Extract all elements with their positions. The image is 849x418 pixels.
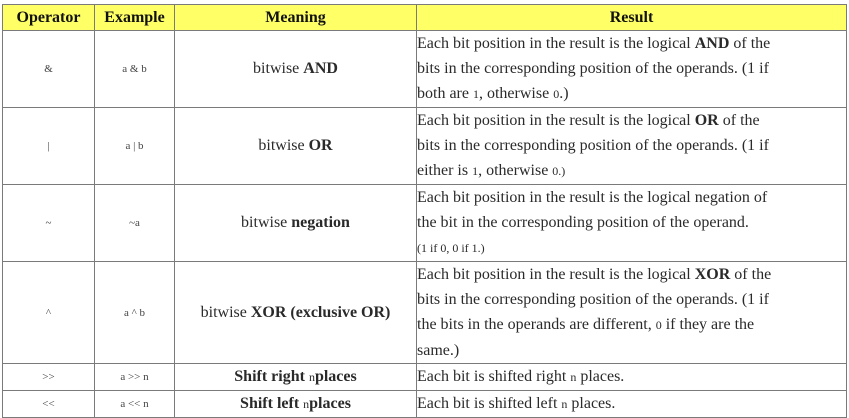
operator-cell: ~ <box>2 184 95 262</box>
example-cell: a ^ b <box>94 261 175 364</box>
result-line: both are 1, otherwise 0.) <box>417 85 569 102</box>
result-line: Each bit position in the result is the l… <box>417 266 772 283</box>
example-cell: a << n <box>94 390 175 418</box>
meaning-keyword: AND <box>303 60 338 77</box>
result-line: Each bit position in the result is the l… <box>417 35 771 52</box>
result-line: same.) <box>417 342 460 359</box>
meaning-keyword: negation <box>291 214 350 231</box>
meaning-keyword: OR <box>308 137 333 154</box>
example-cell: a >> n <box>94 363 175 391</box>
operator-cell: ^ <box>2 261 95 364</box>
result-cell: Each bit position in the result is the l… <box>416 30 847 108</box>
meaning-cell: Shift right nplaces <box>174 363 417 391</box>
result-line: Each bit is shifted right n places. <box>417 368 625 385</box>
result-line: bits in the corresponding position of th… <box>417 60 769 77</box>
result-cell: Each bit position in the result is the l… <box>416 184 847 262</box>
meaning-prefix: bitwise <box>258 137 309 154</box>
result-line: (1 if 0, 0 if 1.) <box>417 241 485 255</box>
result-line: Each bit position in the result is the l… <box>417 189 768 206</box>
header-result: Result <box>416 4 847 31</box>
meaning-cell: bitwise negation <box>174 184 417 262</box>
bitwise-operators-table: Operator Example Meaning Result & a & b … <box>2 4 847 418</box>
operator-cell: & <box>2 30 95 108</box>
meaning-prefix: bitwise <box>200 303 251 321</box>
meaning-keyword: XOR (exclusive OR) <box>250 303 391 321</box>
result-line: Each bit position in the result is the l… <box>417 112 760 129</box>
example-cell: ~a <box>94 184 175 262</box>
result-cell: Each bit is shifted right n places. <box>416 363 847 391</box>
meaning-prefix: bitwise <box>253 60 304 77</box>
header-example: Example <box>94 4 175 31</box>
operator-cell: >> <box>2 363 95 391</box>
result-line: either is 1, otherwise 0.) <box>417 162 566 179</box>
result-cell: Each bit position in the result is the l… <box>416 107 847 185</box>
table-row: & a & b bitwise AND Each bit position in… <box>2 30 847 108</box>
operator-cell: | <box>2 107 95 185</box>
result-line: bits in the corresponding position of th… <box>417 137 769 154</box>
example-cell: a | b <box>94 107 175 185</box>
operator-cell: << <box>2 390 95 418</box>
result-line: the bit in the corresponding position of… <box>417 214 749 231</box>
table-row: ^ a ^ b bitwise XOR (exclusive OR) Each … <box>2 261 847 364</box>
meaning-cell: bitwise AND <box>174 30 417 108</box>
table-row: << a << n Shift left nplaces Each bit is… <box>2 390 847 418</box>
result-cell: Each bit position in the result is the l… <box>416 261 847 364</box>
table-row: >> a >> n Shift right nplaces Each bit i… <box>2 363 847 391</box>
result-line: the bits in the operands are different, … <box>417 316 755 333</box>
meaning-prefix: bitwise <box>241 214 292 231</box>
result-line: Each bit is shifted left n places. <box>417 395 616 412</box>
meaning-cell: Shift left nplaces <box>174 390 417 418</box>
meaning-cell: bitwise OR <box>174 107 417 185</box>
example-cell: a & b <box>94 30 175 108</box>
header-row: Operator Example Meaning Result <box>2 4 847 31</box>
result-cell: Each bit is shifted left n places. <box>416 390 847 418</box>
header-meaning: Meaning <box>174 4 417 31</box>
result-line: bits in the corresponding position of th… <box>417 291 769 308</box>
meaning-cell: bitwise XOR (exclusive OR) <box>174 261 417 364</box>
table-row: ~ ~a bitwise negation Each bit position … <box>2 184 847 262</box>
header-operator: Operator <box>2 4 95 31</box>
table-row: | a | b bitwise OR Each bit position in … <box>2 107 847 185</box>
